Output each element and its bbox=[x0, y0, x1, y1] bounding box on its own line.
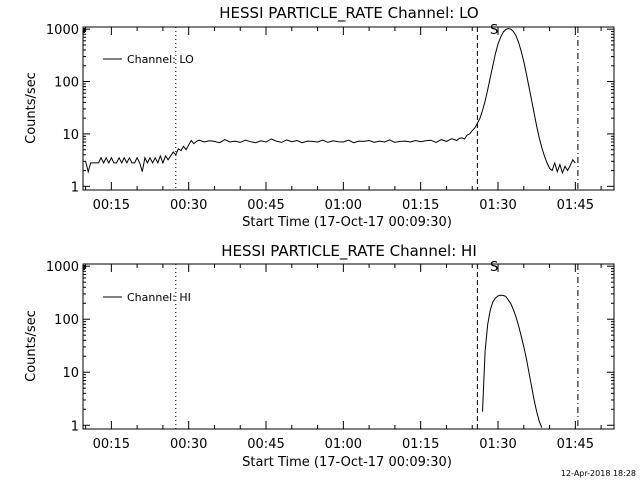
chart-lo-series bbox=[85, 27, 576, 175]
chart-lo: HESSI PARTICLE_RATE Channel: LO 1 10 100 10… bbox=[24, 4, 615, 230]
chart-lo-y-axis: 1 10 100 1000 bbox=[46, 23, 614, 195]
chart-lo-legend: Channel: LO bbox=[103, 53, 194, 66]
chart-hi-flag-label: S bbox=[490, 260, 498, 275]
x-tick-label: 01:30 bbox=[479, 198, 516, 213]
chart-hi-legend-label: Channel: HI bbox=[127, 291, 191, 304]
y-tick-label: 10 bbox=[62, 366, 79, 381]
chart-lo-x-axis-title: Start Time (17-Oct-17 00:09:30) bbox=[242, 215, 452, 230]
x-tick-label: 01:15 bbox=[402, 198, 439, 213]
series-line-lo bbox=[85, 27, 576, 175]
chart-hi: HESSI PARTICLE_RATE Channel: HI 1 10 100 10… bbox=[24, 242, 615, 470]
y-tick-label: 1 bbox=[71, 180, 79, 195]
y-tick-label: 1 bbox=[71, 419, 79, 434]
x-tick-label: 00:45 bbox=[247, 437, 284, 452]
x-tick-label: 00:30 bbox=[170, 437, 207, 452]
chart-lo-legend-label: Channel: LO bbox=[127, 53, 194, 66]
y-tick-label: 100 bbox=[54, 76, 79, 91]
chart-lo-flag-label: S bbox=[490, 23, 498, 38]
chart-hi-legend: Channel: HI bbox=[103, 291, 191, 304]
x-tick-label: 01:15 bbox=[402, 437, 439, 452]
chart-hi-markers bbox=[83, 264, 579, 429]
x-tick-label: 00:15 bbox=[93, 437, 130, 452]
chart-hi-title: HESSI PARTICLE_RATE Channel: HI bbox=[221, 242, 477, 261]
series-line-hi bbox=[482, 294, 543, 428]
y-tick-label: 1000 bbox=[46, 23, 79, 38]
x-tick-label: 01:45 bbox=[557, 198, 594, 213]
chart-hi-x-axis: 00:15 00:30 00:45 01:00 01:15 01:30 01:45 bbox=[85, 264, 602, 452]
chart-lo-markers bbox=[83, 27, 579, 190]
chart-hi-y-axis-title: Counts/sec bbox=[24, 310, 39, 382]
y-tick-label: 10 bbox=[62, 128, 79, 143]
chart-lo-title: HESSI PARTICLE_RATE Channel: LO bbox=[219, 4, 478, 23]
x-tick-label: 01:45 bbox=[557, 437, 594, 452]
chart-hi-series bbox=[482, 294, 543, 428]
x-tick-label: 01:30 bbox=[479, 437, 516, 452]
plot-timestamp: 12-Apr-2018 18:28 bbox=[561, 469, 636, 478]
x-tick-label: 00:45 bbox=[247, 198, 284, 213]
x-tick-label: 01:00 bbox=[325, 437, 362, 452]
chart-hi-x-axis-title: Start Time (17-Oct-17 00:09:30) bbox=[242, 455, 452, 470]
chart-lo-x-axis: 00:15 00:30 00:45 01:00 01:15 01:30 01:45 bbox=[85, 27, 602, 213]
x-tick-label: 00:15 bbox=[93, 198, 130, 213]
x-tick-label: 01:00 bbox=[325, 198, 362, 213]
y-tick-label: 100 bbox=[54, 313, 79, 328]
chart-lo-y-axis-title: Counts/sec bbox=[24, 72, 39, 144]
x-tick-label: 00:30 bbox=[170, 198, 207, 213]
chart-hi-y-axis: 1 10 100 1000 bbox=[46, 260, 614, 434]
y-tick-label: 1000 bbox=[46, 260, 79, 275]
